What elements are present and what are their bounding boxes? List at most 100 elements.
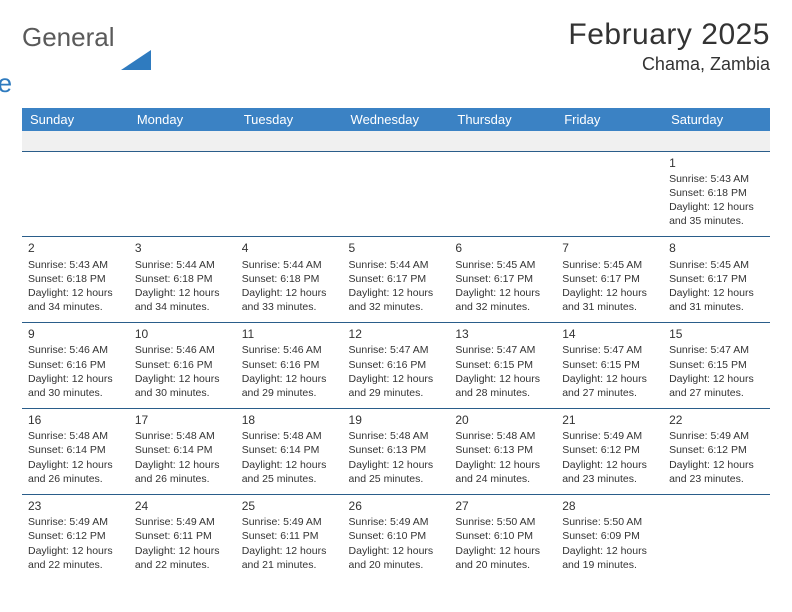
calendar-week-row: 1Sunrise: 5:43 AMSunset: 6:18 PMDaylight… (22, 151, 770, 237)
dow-header: Sunday (22, 108, 129, 131)
day-number: 21 (562, 412, 657, 428)
day-info: Sunrise: 5:49 AMSunset: 6:12 PMDaylight:… (28, 515, 123, 572)
day-number: 5 (349, 240, 444, 256)
calendar-empty-cell (343, 151, 450, 237)
calendar-empty-cell (22, 151, 129, 237)
day-number: 1 (669, 155, 764, 171)
day-number: 7 (562, 240, 657, 256)
day-info: Sunrise: 5:45 AMSunset: 6:17 PMDaylight:… (669, 258, 764, 315)
day-info: Sunrise: 5:48 AMSunset: 6:14 PMDaylight:… (28, 429, 123, 486)
day-info: Sunrise: 5:46 AMSunset: 6:16 PMDaylight:… (242, 343, 337, 400)
day-number: 19 (349, 412, 444, 428)
day-number: 27 (455, 498, 550, 514)
calendar-day-cell: 17Sunrise: 5:48 AMSunset: 6:14 PMDayligh… (129, 409, 236, 495)
day-number: 6 (455, 240, 550, 256)
day-number: 8 (669, 240, 764, 256)
day-info: Sunrise: 5:45 AMSunset: 6:17 PMDaylight:… (455, 258, 550, 315)
day-info: Sunrise: 5:48 AMSunset: 6:13 PMDaylight:… (349, 429, 444, 486)
strip-cell (343, 131, 450, 151)
day-number: 26 (349, 498, 444, 514)
strip-cell (556, 131, 663, 151)
calendar-day-cell: 13Sunrise: 5:47 AMSunset: 6:15 PMDayligh… (449, 323, 556, 409)
day-number: 20 (455, 412, 550, 428)
calendar-day-cell: 26Sunrise: 5:49 AMSunset: 6:10 PMDayligh… (343, 495, 450, 580)
calendar-day-cell: 2 Sunrise: 5:43 AMSunset: 6:18 PMDaylight… (22, 237, 129, 323)
day-info: Sunrise: 5:47 AMSunset: 6:16 PMDaylight:… (349, 343, 444, 400)
brand-triangle-icon (121, 48, 151, 75)
calendar-day-cell: 21Sunrise: 5:49 AMSunset: 6:12 PMDayligh… (556, 409, 663, 495)
day-number: 23 (28, 498, 123, 514)
calendar-empty-cell (663, 495, 770, 580)
dow-header: Saturday (663, 108, 770, 131)
strip-cell (22, 131, 129, 151)
calendar-day-cell: 7 Sunrise: 5:45 AMSunset: 6:17 PMDaylight… (556, 237, 663, 323)
day-info: Sunrise: 5:43 AMSunset: 6:18 PMDaylight:… (669, 172, 764, 229)
brand-logo: General Blue (22, 24, 151, 96)
day-info: Sunrise: 5:45 AMSunset: 6:17 PMDaylight:… (562, 258, 657, 315)
calendar-week-row: 9Sunrise: 5:46 AMSunset: 6:16 PMDaylight… (22, 323, 770, 409)
calendar-empty-cell (129, 151, 236, 237)
calendar-day-cell: 19Sunrise: 5:48 AMSunset: 6:13 PMDayligh… (343, 409, 450, 495)
day-number: 22 (669, 412, 764, 428)
strip-cell (129, 131, 236, 151)
calendar-header-row: SundayMondayTuesdayWednesdayThursdayFrid… (22, 108, 770, 131)
day-info: Sunrise: 5:49 AMSunset: 6:10 PMDaylight:… (349, 515, 444, 572)
dow-header: Tuesday (236, 108, 343, 131)
title-block: February 2025 Chama, Zambia (568, 18, 770, 75)
day-number: 18 (242, 412, 337, 428)
day-number: 10 (135, 326, 230, 342)
calendar-day-cell: 9Sunrise: 5:46 AMSunset: 6:16 PMDaylight… (22, 323, 129, 409)
day-info: Sunrise: 5:50 AMSunset: 6:09 PMDaylight:… (562, 515, 657, 572)
day-info: Sunrise: 5:49 AMSunset: 6:11 PMDaylight:… (242, 515, 337, 572)
calendar-day-cell: 14Sunrise: 5:47 AMSunset: 6:15 PMDayligh… (556, 323, 663, 409)
day-info: Sunrise: 5:48 AMSunset: 6:14 PMDaylight:… (242, 429, 337, 486)
calendar-empty-cell (236, 151, 343, 237)
strip-cell (449, 131, 556, 151)
calendar-day-cell: 18Sunrise: 5:48 AMSunset: 6:14 PMDayligh… (236, 409, 343, 495)
day-info: Sunrise: 5:46 AMSunset: 6:16 PMDaylight:… (28, 343, 123, 400)
brand-text-gray: General (22, 24, 115, 50)
day-info: Sunrise: 5:44 AMSunset: 6:17 PMDaylight:… (349, 258, 444, 315)
calendar-day-cell: 20Sunrise: 5:48 AMSunset: 6:13 PMDayligh… (449, 409, 556, 495)
location-subtitle: Chama, Zambia (568, 54, 770, 75)
calendar-day-cell: 12Sunrise: 5:47 AMSunset: 6:16 PMDayligh… (343, 323, 450, 409)
calendar-day-cell: 24Sunrise: 5:49 AMSunset: 6:11 PMDayligh… (129, 495, 236, 580)
calendar-week-row: 16Sunrise: 5:48 AMSunset: 6:14 PMDayligh… (22, 409, 770, 495)
calendar-day-cell: 8 Sunrise: 5:45 AMSunset: 6:17 PMDaylight… (663, 237, 770, 323)
day-info: Sunrise: 5:50 AMSunset: 6:10 PMDaylight:… (455, 515, 550, 572)
calendar-day-cell: 27Sunrise: 5:50 AMSunset: 6:10 PMDayligh… (449, 495, 556, 580)
calendar-empty-cell (449, 151, 556, 237)
day-info: Sunrise: 5:44 AMSunset: 6:18 PMDaylight:… (135, 258, 230, 315)
day-info: Sunrise: 5:47 AMSunset: 6:15 PMDaylight:… (562, 343, 657, 400)
strip-cell (663, 131, 770, 151)
day-number: 2 (28, 240, 123, 256)
calendar-day-cell: 22Sunrise: 5:49 AMSunset: 6:12 PMDayligh… (663, 409, 770, 495)
strip-cell (236, 131, 343, 151)
day-number: 12 (349, 326, 444, 342)
day-info: Sunrise: 5:46 AMSunset: 6:16 PMDaylight:… (135, 343, 230, 400)
day-number: 3 (135, 240, 230, 256)
day-info: Sunrise: 5:47 AMSunset: 6:15 PMDaylight:… (455, 343, 550, 400)
calendar-day-cell: 4Sunrise: 5:44 AMSunset: 6:18 PMDaylight… (236, 237, 343, 323)
dow-header: Thursday (449, 108, 556, 131)
day-info: Sunrise: 5:44 AMSunset: 6:18 PMDaylight:… (242, 258, 337, 315)
day-info: Sunrise: 5:47 AMSunset: 6:15 PMDaylight:… (669, 343, 764, 400)
calendar-day-cell: 28Sunrise: 5:50 AMSunset: 6:09 PMDayligh… (556, 495, 663, 580)
month-title: February 2025 (568, 18, 770, 52)
day-info: Sunrise: 5:49 AMSunset: 6:12 PMDaylight:… (669, 429, 764, 486)
week1-gray-strip (22, 131, 770, 151)
calendar-day-cell: 16Sunrise: 5:48 AMSunset: 6:14 PMDayligh… (22, 409, 129, 495)
day-number: 14 (562, 326, 657, 342)
calendar-week-row: 2 Sunrise: 5:43 AMSunset: 6:18 PMDaylight… (22, 237, 770, 323)
day-number: 16 (28, 412, 123, 428)
dow-header: Wednesday (343, 108, 450, 131)
day-number: 13 (455, 326, 550, 342)
day-number: 17 (135, 412, 230, 428)
day-info: Sunrise: 5:43 AMSunset: 6:18 PMDaylight:… (28, 258, 123, 315)
dow-header: Monday (129, 108, 236, 131)
calendar-day-cell: 11Sunrise: 5:46 AMSunset: 6:16 PMDayligh… (236, 323, 343, 409)
calendar-week-row: 23Sunrise: 5:49 AMSunset: 6:12 PMDayligh… (22, 495, 770, 580)
day-info: Sunrise: 5:49 AMSunset: 6:12 PMDaylight:… (562, 429, 657, 486)
day-number: 28 (562, 498, 657, 514)
day-info: Sunrise: 5:48 AMSunset: 6:13 PMDaylight:… (455, 429, 550, 486)
